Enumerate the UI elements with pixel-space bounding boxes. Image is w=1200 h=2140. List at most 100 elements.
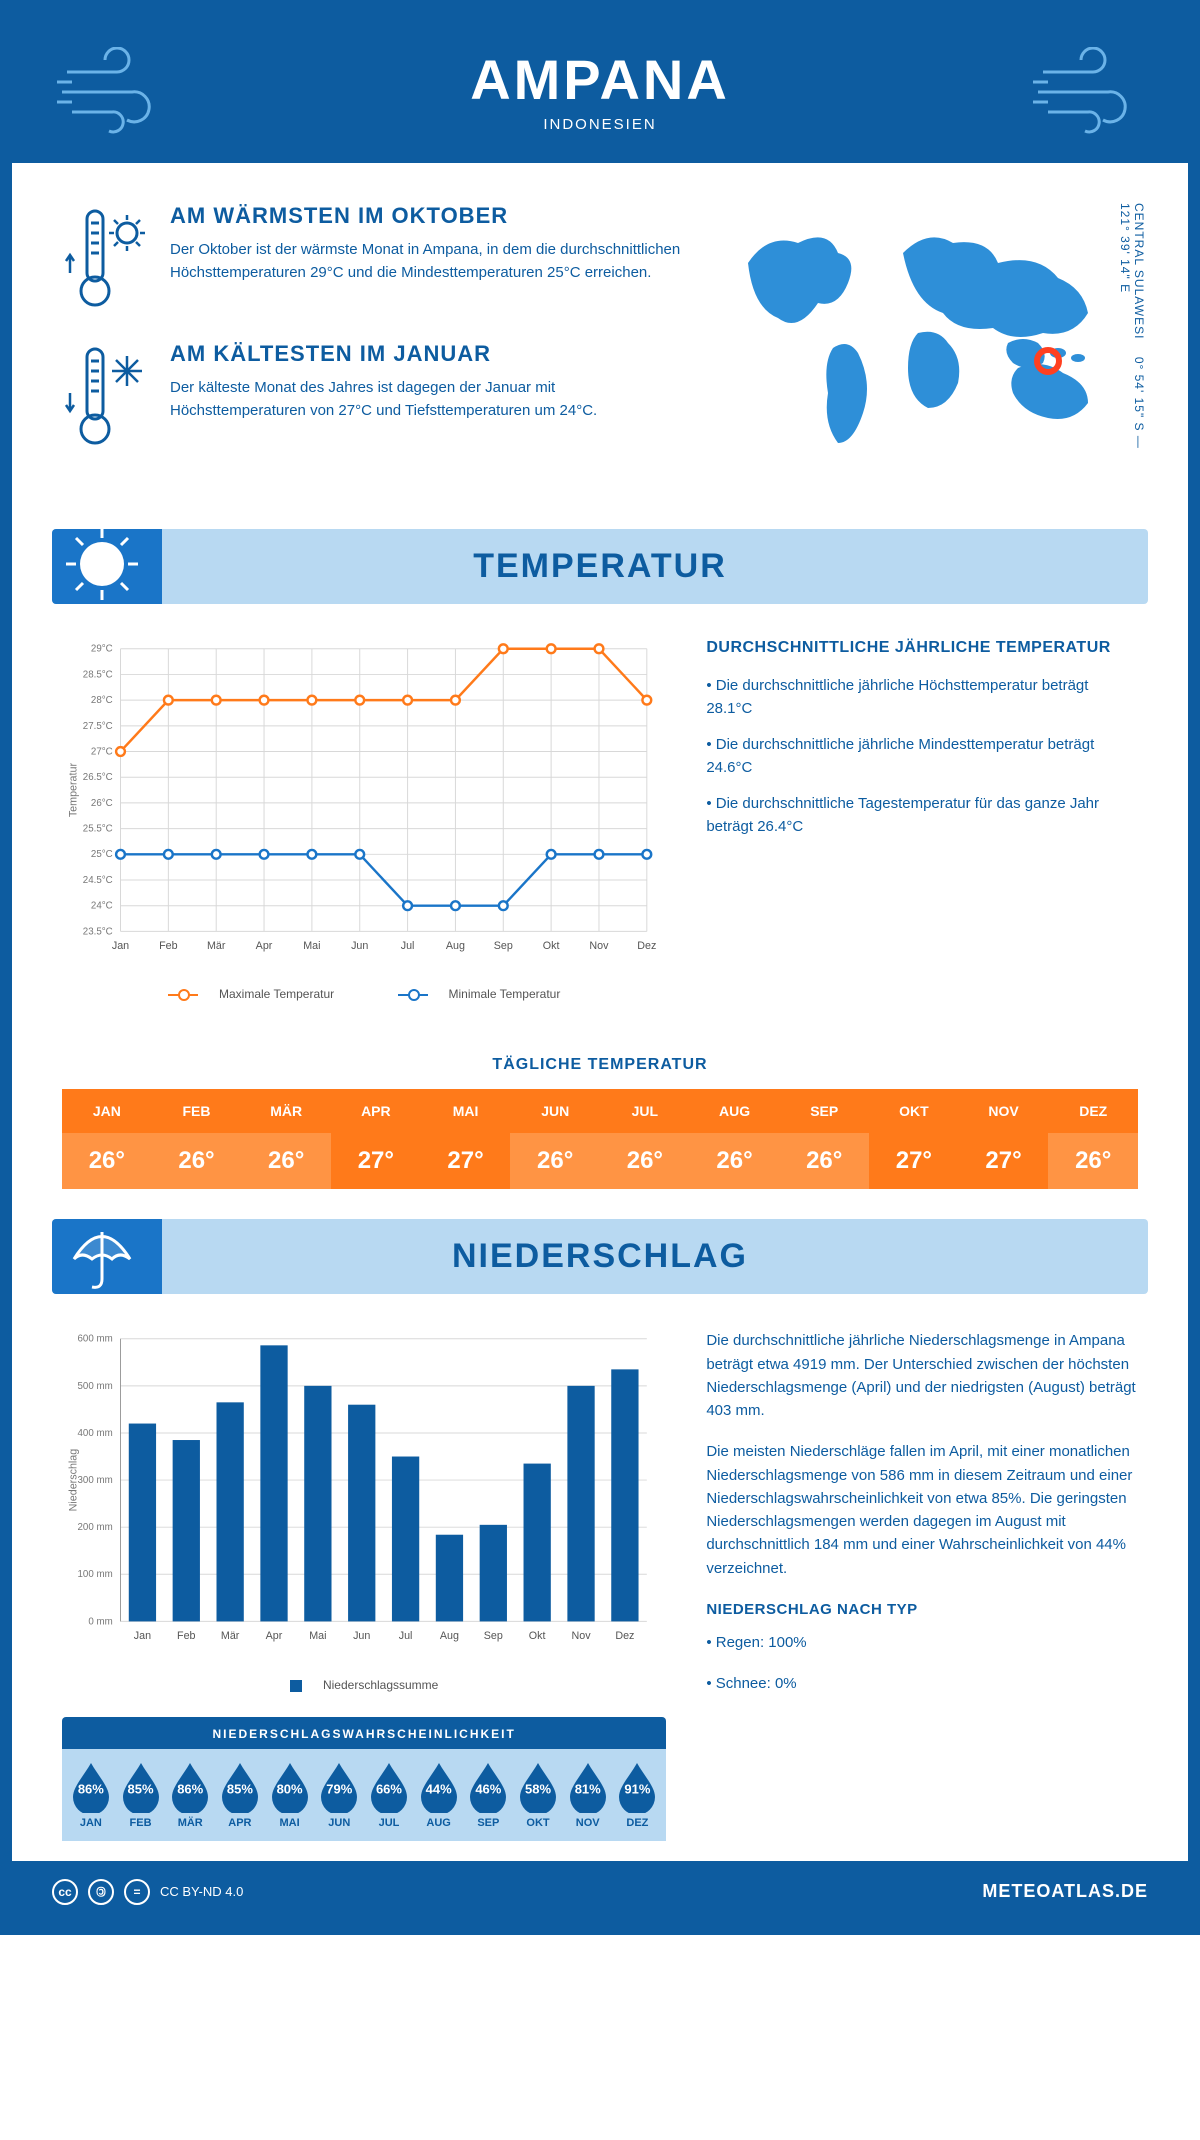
daily-month-cell: MAI xyxy=(421,1089,511,1133)
daily-value-cell: 26° xyxy=(152,1133,242,1189)
svg-text:Okt: Okt xyxy=(543,940,560,952)
svg-text:Mai: Mai xyxy=(303,940,320,952)
svg-text:Mär: Mär xyxy=(221,1630,240,1642)
temperature-line-chart: 23.5°C 24°C 24.5°C 25°C 25.5°C 26°C 26.5°C 27°C… xyxy=(62,639,666,1001)
svg-text:28°C: 28°C xyxy=(91,695,113,706)
svg-text:Nov: Nov xyxy=(571,1630,591,1642)
probability-drop: 86%JAN xyxy=(68,1761,114,1829)
daily-value-cell: 26° xyxy=(600,1133,690,1189)
daily-value-cell: 26° xyxy=(1048,1133,1138,1189)
daily-month-cell: SEP xyxy=(779,1089,869,1133)
wind-icon xyxy=(1028,47,1148,137)
umbrella-icon xyxy=(52,1219,162,1294)
by-icon: 🄯 xyxy=(88,1879,114,1905)
daily-value-cell: 26° xyxy=(241,1133,331,1189)
svg-text:500 mm: 500 mm xyxy=(78,1381,113,1392)
svg-text:28.5°C: 28.5°C xyxy=(83,669,113,680)
nd-icon: = xyxy=(124,1879,150,1905)
svg-text:Mai: Mai xyxy=(309,1630,326,1642)
svg-text:23.5°C: 23.5°C xyxy=(83,926,113,937)
daily-month-cell: JUN xyxy=(510,1089,600,1133)
precipitation-probability: NIEDERSCHLAGSWAHRSCHEINLICHKEIT 86%JAN85… xyxy=(62,1717,666,1841)
sun-icon xyxy=(52,529,162,604)
svg-text:25°C: 25°C xyxy=(91,849,113,860)
svg-text:Jun: Jun xyxy=(351,940,368,952)
svg-text:Sep: Sep xyxy=(484,1630,503,1642)
temp-legend: Maximale Temperatur Minimale Temperatur xyxy=(62,987,666,1001)
svg-text:29°C: 29°C xyxy=(91,644,113,655)
coordinates: CENTRAL SULAWESI 0° 54' 15" S — 121° 39'… xyxy=(1118,203,1146,479)
world-map xyxy=(718,203,1138,463)
svg-text:24.5°C: 24.5°C xyxy=(83,875,113,886)
daily-value-cell: 26° xyxy=(62,1133,152,1189)
probability-drop: 58%OKT xyxy=(515,1761,561,1829)
daily-temp-heading: TÄGLICHE TEMPERATUR xyxy=(12,1056,1188,1074)
svg-text:Aug: Aug xyxy=(446,940,465,952)
wind-icon xyxy=(52,47,172,137)
daily-month-cell: OKT xyxy=(869,1089,959,1133)
daily-value-cell: 27° xyxy=(869,1133,959,1189)
daily-value-cell: 26° xyxy=(690,1133,780,1189)
svg-text:Feb: Feb xyxy=(177,1630,196,1642)
cc-icon: cc xyxy=(52,1879,78,1905)
svg-text:Nov: Nov xyxy=(589,940,609,952)
svg-text:Apr: Apr xyxy=(266,1630,283,1642)
svg-text:26°C: 26°C xyxy=(91,798,113,809)
probability-drop: 79%JUN xyxy=(316,1761,362,1829)
temperature-heading: TEMPERATUR xyxy=(52,529,1148,604)
site-name: METEOATLAS.DE xyxy=(982,1881,1148,1902)
coldest-title: AM KÄLTESTEN IM JANUAR xyxy=(170,341,688,367)
daily-month-cell: AUG xyxy=(690,1089,780,1133)
svg-text:300 mm: 300 mm xyxy=(78,1475,113,1486)
coldest-text: Der kälteste Monat des Jahres ist dagege… xyxy=(170,377,688,422)
precipitation-bar-chart: 0 mm100 mm200 mm300 mm400 mm500 mm600 mm… xyxy=(62,1329,666,1691)
thermometer-cold-icon xyxy=(62,341,152,451)
daily-value-cell: 26° xyxy=(510,1133,600,1189)
daily-temp-table: JANFEBMÄRAPRMAIJUNJULAUGSEPOKTNOVDEZ 26°… xyxy=(62,1089,1138,1189)
svg-text:24°C: 24°C xyxy=(91,901,113,912)
daily-month-cell: NOV xyxy=(959,1089,1049,1133)
svg-text:Dez: Dez xyxy=(637,940,656,952)
svg-text:Temperatur: Temperatur xyxy=(68,763,80,818)
svg-text:27.5°C: 27.5°C xyxy=(83,721,113,732)
svg-text:26.5°C: 26.5°C xyxy=(83,772,113,783)
probability-drop: 91%DEZ xyxy=(615,1761,661,1829)
precipitation-notes: Die durchschnittliche jährliche Niedersc… xyxy=(706,1329,1138,1840)
svg-text:Feb: Feb xyxy=(159,940,178,952)
svg-text:100 mm: 100 mm xyxy=(78,1570,113,1581)
probability-drop: 86%MÄR xyxy=(167,1761,213,1829)
intro-section: AM WÄRMSTEN IM OKTOBER Der Oktober ist d… xyxy=(12,163,1188,519)
daily-month-cell: JUL xyxy=(600,1089,690,1133)
daily-month-cell: DEZ xyxy=(1048,1089,1138,1133)
svg-text:200 mm: 200 mm xyxy=(78,1522,113,1533)
svg-text:Jul: Jul xyxy=(401,940,415,952)
probability-drop: 85%APR xyxy=(217,1761,263,1829)
svg-text:Jul: Jul xyxy=(399,1630,413,1642)
daily-value-cell: 26° xyxy=(779,1133,869,1189)
license-text: CC BY-ND 4.0 xyxy=(160,1884,243,1899)
daily-month-cell: JAN xyxy=(62,1089,152,1133)
probability-drop: 85%FEB xyxy=(118,1761,164,1829)
svg-text:Jan: Jan xyxy=(134,1630,151,1642)
probability-drop: 81%NOV xyxy=(565,1761,611,1829)
svg-text:400 mm: 400 mm xyxy=(78,1428,113,1439)
svg-text:Sep: Sep xyxy=(494,940,513,952)
svg-text:25.5°C: 25.5°C xyxy=(83,824,113,835)
city-title: AMPANA xyxy=(52,47,1148,112)
header: AMPANA INDONESIEN xyxy=(12,12,1188,163)
footer: cc 🄯 = CC BY-ND 4.0 METEOATLAS.DE xyxy=(12,1861,1188,1923)
precip-legend: Niederschlagssumme xyxy=(62,1678,666,1692)
warmest-title: AM WÄRMSTEN IM OKTOBER xyxy=(170,203,688,229)
svg-text:Jun: Jun xyxy=(353,1630,370,1642)
svg-text:Niederschlag: Niederschlag xyxy=(68,1449,80,1512)
svg-text:Mär: Mär xyxy=(207,940,226,952)
daily-month-cell: APR xyxy=(331,1089,421,1133)
thermometer-hot-icon xyxy=(62,203,152,313)
svg-text:Apr: Apr xyxy=(256,940,273,952)
warmest-text: Der Oktober ist der wärmste Monat in Amp… xyxy=(170,239,688,284)
daily-value-cell: 27° xyxy=(331,1133,421,1189)
svg-text:Okt: Okt xyxy=(529,1630,546,1642)
svg-text:27°C: 27°C xyxy=(91,746,113,757)
svg-text:Aug: Aug xyxy=(440,1630,459,1642)
svg-text:600 mm: 600 mm xyxy=(78,1334,113,1345)
